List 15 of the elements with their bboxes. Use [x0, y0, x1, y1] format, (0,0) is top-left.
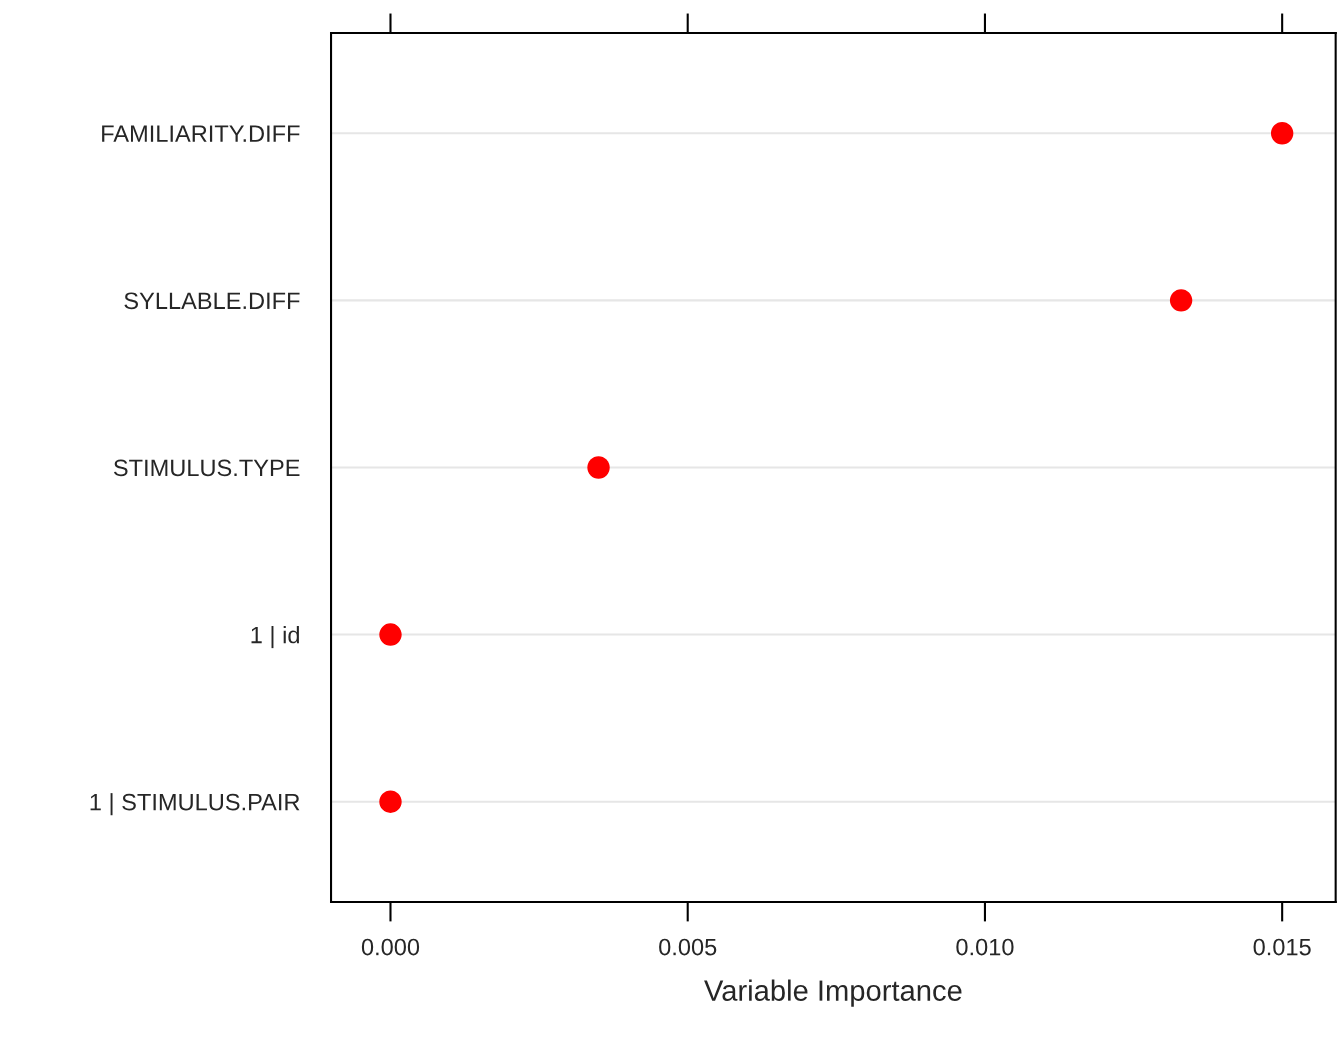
- x-tick-label: 0.005: [659, 938, 717, 956]
- y-tick-label: 1 | id: [251, 626, 299, 649]
- x-axis-title: Variable Importance: [704, 979, 962, 1007]
- point: [379, 623, 402, 646]
- y-tick-label: 1 | STIMULUS.PAIR: [90, 793, 300, 816]
- point: [1169, 289, 1193, 312]
- y-tick-label: STIMULUS.TYPE: [113, 459, 300, 477]
- y-tick-label: SYLLABLE.DIFF: [124, 292, 300, 310]
- point: [1270, 122, 1294, 145]
- x-tick-label: 0.010: [956, 938, 1014, 956]
- y-tick-label: FAMILIARITY.DIFF: [102, 125, 300, 142]
- point: [379, 790, 402, 813]
- x-tick-label: 0.015: [1253, 938, 1311, 956]
- x-tick-label: 0.000: [361, 938, 420, 956]
- point: [587, 456, 610, 479]
